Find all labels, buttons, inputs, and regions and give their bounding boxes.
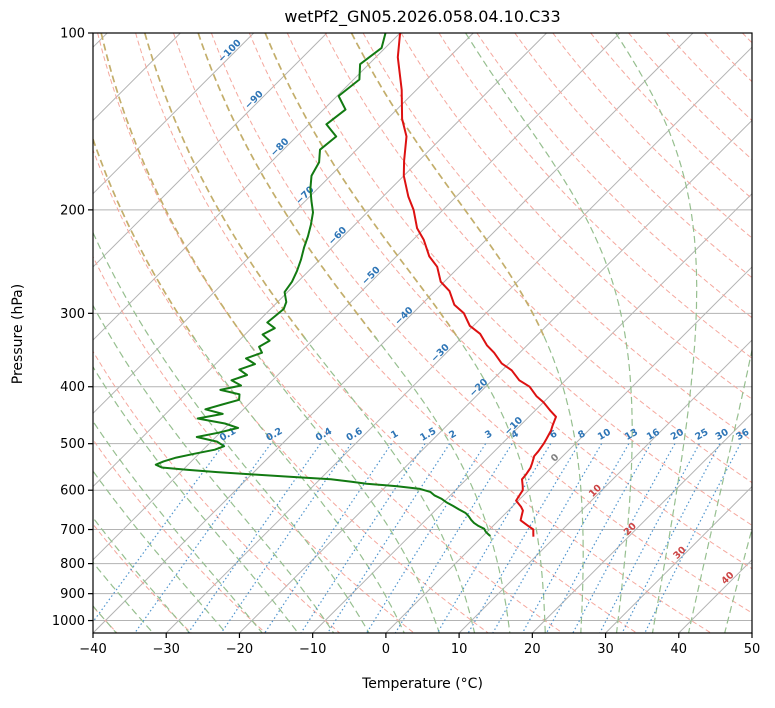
svg-text:2: 2 bbox=[447, 428, 458, 441]
svg-text:25: 25 bbox=[693, 427, 710, 443]
svg-text:900: 900 bbox=[60, 587, 85, 602]
svg-text:8: 8 bbox=[576, 428, 588, 441]
svg-text:30: 30 bbox=[714, 427, 731, 443]
svg-text:−90: −90 bbox=[243, 88, 266, 111]
svg-text:20: 20 bbox=[524, 642, 541, 657]
chart-title: wetPf2_GN05.2026.058.04.10.C33 bbox=[284, 7, 561, 26]
svg-text:13: 13 bbox=[623, 427, 640, 443]
svg-text:1.5: 1.5 bbox=[418, 426, 438, 444]
y-axis-label: Pressure (hPa) bbox=[10, 283, 26, 385]
moist-adiabat-lines bbox=[93, 33, 752, 633]
svg-text:700: 700 bbox=[60, 523, 85, 538]
dry-adiabat-lines bbox=[93, 33, 752, 633]
svg-text:−10: −10 bbox=[299, 642, 326, 657]
svg-text:20: 20 bbox=[622, 521, 639, 538]
svg-text:−20: −20 bbox=[226, 642, 253, 657]
svg-text:400: 400 bbox=[60, 380, 85, 395]
svg-text:−60: −60 bbox=[326, 225, 349, 248]
svg-text:100: 100 bbox=[60, 27, 85, 42]
svg-text:30: 30 bbox=[671, 544, 688, 561]
svg-text:40: 40 bbox=[719, 569, 736, 586]
svg-text:10: 10 bbox=[596, 427, 613, 443]
svg-text:−30: −30 bbox=[429, 342, 452, 365]
svg-text:−100: −100 bbox=[216, 37, 244, 65]
dewpoint-curve bbox=[154, 33, 491, 537]
svg-text:−30: −30 bbox=[153, 642, 180, 657]
svg-text:6: 6 bbox=[548, 428, 560, 441]
sounding-profiles bbox=[154, 33, 557, 537]
svg-text:−40: −40 bbox=[393, 305, 416, 328]
mixing-ratio-lines bbox=[93, 443, 741, 633]
svg-text:40: 40 bbox=[671, 642, 688, 657]
svg-text:30: 30 bbox=[597, 642, 614, 657]
x-axis-label: Temperature (°C) bbox=[362, 676, 483, 692]
pressure-gridlines bbox=[93, 209, 752, 622]
svg-text:50: 50 bbox=[744, 642, 761, 657]
svg-text:0.2: 0.2 bbox=[264, 426, 284, 444]
svg-text:−20: −20 bbox=[468, 376, 491, 399]
svg-text:20: 20 bbox=[669, 427, 686, 443]
svg-text:800: 800 bbox=[60, 557, 85, 572]
svg-text:0: 0 bbox=[382, 642, 390, 657]
svg-text:0.6: 0.6 bbox=[344, 426, 364, 444]
svg-text:10: 10 bbox=[587, 482, 604, 499]
isotherm-lines bbox=[93, 33, 752, 633]
svg-text:500: 500 bbox=[60, 437, 85, 452]
svg-text:1: 1 bbox=[389, 428, 400, 441]
svg-text:16: 16 bbox=[645, 427, 662, 443]
svg-text:600: 600 bbox=[60, 484, 85, 499]
svg-text:3: 3 bbox=[483, 428, 494, 441]
svg-text:4: 4 bbox=[509, 428, 521, 441]
svg-text:10: 10 bbox=[451, 642, 468, 657]
svg-text:−40: −40 bbox=[79, 642, 106, 657]
svg-text:300: 300 bbox=[60, 307, 85, 322]
svg-text:−80: −80 bbox=[269, 136, 292, 159]
svg-text:−50: −50 bbox=[360, 264, 383, 287]
svg-text:1000: 1000 bbox=[52, 614, 85, 629]
temperature-curve bbox=[396, 33, 557, 537]
svg-text:−70: −70 bbox=[294, 184, 317, 207]
svg-text:0: 0 bbox=[549, 452, 562, 465]
svg-text:200: 200 bbox=[60, 203, 85, 218]
svg-text:0.4: 0.4 bbox=[314, 426, 334, 444]
